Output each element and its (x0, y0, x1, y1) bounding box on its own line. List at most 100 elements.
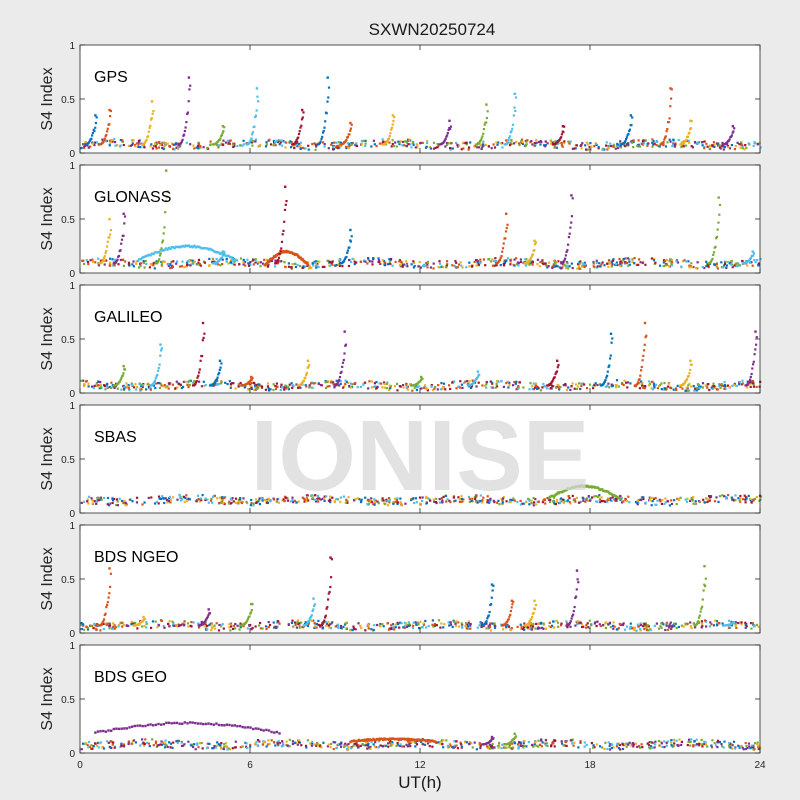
spike-peak (731, 621, 735, 624)
data-point (232, 382, 235, 385)
data-point (610, 261, 613, 264)
data-point (174, 245, 178, 248)
data-point (628, 501, 631, 504)
data-point (631, 260, 634, 264)
data-point (214, 380, 217, 384)
data-point (597, 496, 600, 499)
data-point (729, 626, 732, 629)
data-point (476, 501, 479, 504)
data-point (397, 622, 400, 626)
data-point (520, 627, 523, 630)
spike (721, 125, 736, 146)
data-point (480, 147, 483, 150)
data-point (596, 266, 599, 269)
data-point (208, 612, 212, 615)
data-point (198, 626, 201, 629)
data-point (245, 620, 248, 624)
data-point (443, 139, 446, 142)
data-point (456, 266, 459, 269)
data-point (106, 603, 109, 607)
data-point (364, 629, 367, 632)
data-point (303, 500, 306, 503)
data-point (738, 746, 741, 749)
data-point (585, 387, 589, 390)
data-point (157, 502, 160, 505)
spike-peak (142, 615, 145, 619)
data-point (741, 379, 744, 382)
data-point (682, 625, 685, 628)
data-point (412, 266, 415, 269)
data-point (718, 203, 722, 207)
data-point (364, 142, 367, 145)
data-point (516, 625, 519, 628)
data-point (280, 139, 283, 142)
data-point (413, 386, 416, 389)
data-point (651, 141, 654, 144)
data-point (628, 260, 631, 263)
data-point (96, 384, 99, 387)
data-point (268, 623, 272, 627)
spike-peak (306, 359, 310, 362)
data-point (270, 259, 274, 263)
data-point (700, 385, 703, 388)
data-point (230, 625, 233, 628)
data-point (673, 742, 676, 745)
data-point (554, 503, 557, 506)
data-point (394, 260, 397, 263)
data-point (374, 385, 377, 388)
data-point (422, 622, 425, 625)
data-point (211, 501, 214, 504)
data-point (381, 140, 385, 143)
data-point (560, 500, 563, 503)
data-point (226, 139, 229, 142)
data-point (178, 265, 182, 268)
data-point (167, 387, 170, 390)
data-point (275, 626, 278, 629)
data-point (314, 494, 317, 497)
data-point (566, 249, 569, 252)
data-point (626, 625, 629, 628)
data-point (152, 144, 156, 148)
data-point (548, 625, 551, 628)
data-point (580, 622, 583, 625)
data-point (325, 495, 328, 498)
data-point (707, 264, 710, 268)
data-point (282, 229, 285, 232)
data-point (297, 622, 300, 626)
data-point (588, 499, 592, 502)
data-point (360, 500, 363, 503)
data-point (267, 497, 270, 500)
data-point (727, 139, 730, 142)
data-point (405, 260, 408, 263)
data-point (440, 740, 443, 743)
data-point (524, 258, 527, 261)
data-point (220, 256, 223, 259)
data-point (617, 385, 620, 388)
data-point (478, 261, 482, 264)
data-point (672, 138, 675, 141)
data-point (421, 496, 424, 499)
data-point (580, 384, 583, 388)
data-point (608, 621, 611, 624)
data-point (695, 623, 698, 626)
data-point (585, 623, 588, 627)
data-point (232, 624, 235, 627)
data-point (186, 263, 189, 267)
data-point (342, 386, 345, 389)
data-point (109, 142, 112, 145)
data-point (153, 379, 157, 382)
panel-label: GALILEO (94, 309, 162, 326)
data-point (632, 743, 635, 746)
data-point (652, 259, 656, 262)
data-point (653, 386, 656, 389)
data-point (660, 382, 663, 385)
data-point (573, 387, 576, 390)
data-point (389, 387, 392, 390)
data-point (467, 382, 470, 385)
data-point (95, 116, 98, 119)
data-point (116, 144, 119, 147)
data-point (257, 383, 260, 386)
data-point (335, 497, 338, 501)
data-point (664, 260, 667, 263)
